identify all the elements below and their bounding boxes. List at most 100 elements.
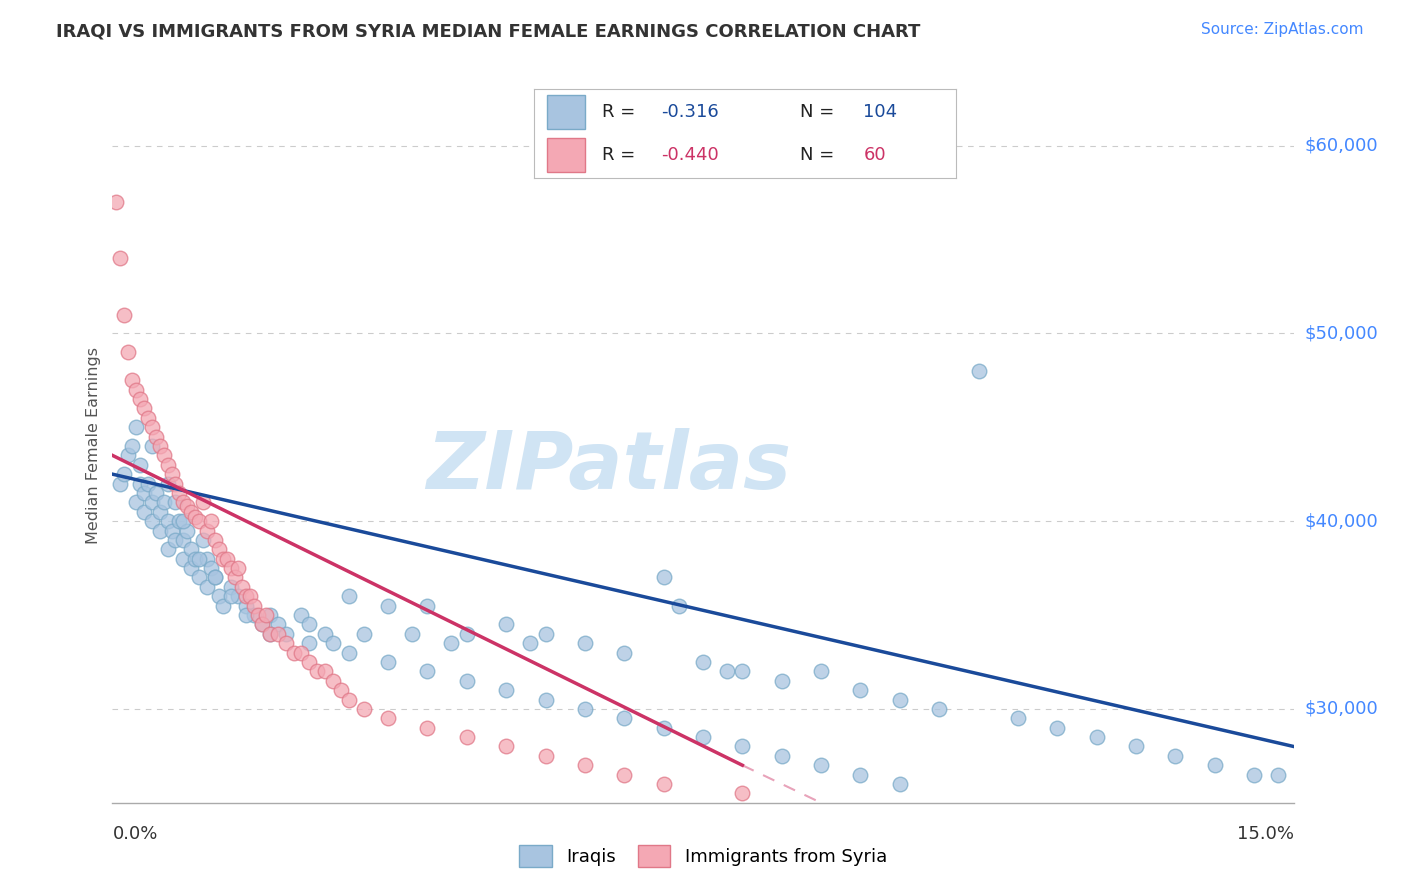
Point [849,683,872,698]
Point [219,580,242,594]
Point [322,673,344,688]
Point [204,570,226,584]
Point [228,561,250,575]
Point [1046,721,1069,735]
Point [125,420,148,434]
Point [172,551,194,566]
Point [259,627,281,641]
Point [165,495,187,509]
Point [401,627,423,641]
Point [613,767,636,781]
Point [215,551,238,566]
Point [274,627,297,641]
Point [810,758,832,772]
Point [290,646,312,660]
Point [377,599,399,613]
Point [574,758,596,772]
Point [180,542,202,557]
Point [322,636,344,650]
Point [254,607,277,622]
Point [243,607,266,622]
Point [247,607,270,622]
Point [314,665,336,679]
Point [129,476,152,491]
Point [156,458,179,472]
Point [770,748,793,763]
Point [235,607,257,622]
Point [149,505,172,519]
Text: ZIPatlas: ZIPatlas [426,428,792,507]
Point [519,636,541,650]
Text: IRAQI VS IMMIGRANTS FROM SYRIA MEDIAN FEMALE EARNINGS CORRELATION CHART: IRAQI VS IMMIGRANTS FROM SYRIA MEDIAN FE… [56,22,921,40]
Point [250,617,273,632]
Point [329,683,352,698]
Point [184,510,207,524]
Point [149,439,172,453]
Point [337,692,360,706]
Point [141,420,163,434]
Point [125,495,148,509]
Point [314,627,336,641]
Point [235,589,257,603]
Point [298,617,321,632]
Point [191,495,214,509]
Point [652,777,675,791]
Point [298,636,321,650]
Point [307,665,329,679]
Point [172,533,194,547]
Text: R =: R = [602,103,636,121]
Text: $30,000: $30,000 [1305,700,1378,718]
Point [456,673,478,688]
Text: 60: 60 [863,146,886,164]
Point [613,711,636,725]
Point [534,692,557,706]
Point [191,533,214,547]
Point [112,467,135,482]
Point [889,777,911,791]
Text: 104: 104 [863,103,897,121]
Point [731,786,754,800]
Text: $40,000: $40,000 [1305,512,1378,530]
Point [495,617,517,632]
Point [692,730,714,744]
Point [176,524,198,538]
Point [1204,758,1226,772]
Point [652,721,675,735]
Point [267,617,290,632]
Point [534,627,557,641]
Y-axis label: Median Female Earnings: Median Female Earnings [86,348,101,544]
Point [770,673,793,688]
Point [849,767,872,781]
Text: -0.316: -0.316 [661,103,718,121]
Point [121,439,143,453]
Text: N =: N = [800,103,834,121]
Point [204,533,226,547]
Text: 15.0%: 15.0% [1236,825,1294,843]
FancyBboxPatch shape [547,138,585,172]
Point [668,599,690,613]
Text: Source: ZipAtlas.com: Source: ZipAtlas.com [1201,22,1364,37]
Point [110,476,132,491]
Point [129,458,152,472]
Point [224,570,246,584]
Point [195,580,218,594]
Point [160,524,183,538]
Point [165,476,187,491]
Point [1125,739,1147,754]
Point [132,401,155,416]
Point [136,476,159,491]
Point [136,410,159,425]
Point [377,711,399,725]
Point [180,505,202,519]
Text: N =: N = [800,146,834,164]
Point [117,345,139,359]
Point [337,589,360,603]
Legend: Iraqis, Immigrants from Syria: Iraqis, Immigrants from Syria [510,836,896,876]
Point [172,495,194,509]
Point [129,392,152,406]
FancyBboxPatch shape [547,95,585,129]
Point [353,702,375,716]
Point [1267,767,1289,781]
Point [810,665,832,679]
Point [250,617,273,632]
